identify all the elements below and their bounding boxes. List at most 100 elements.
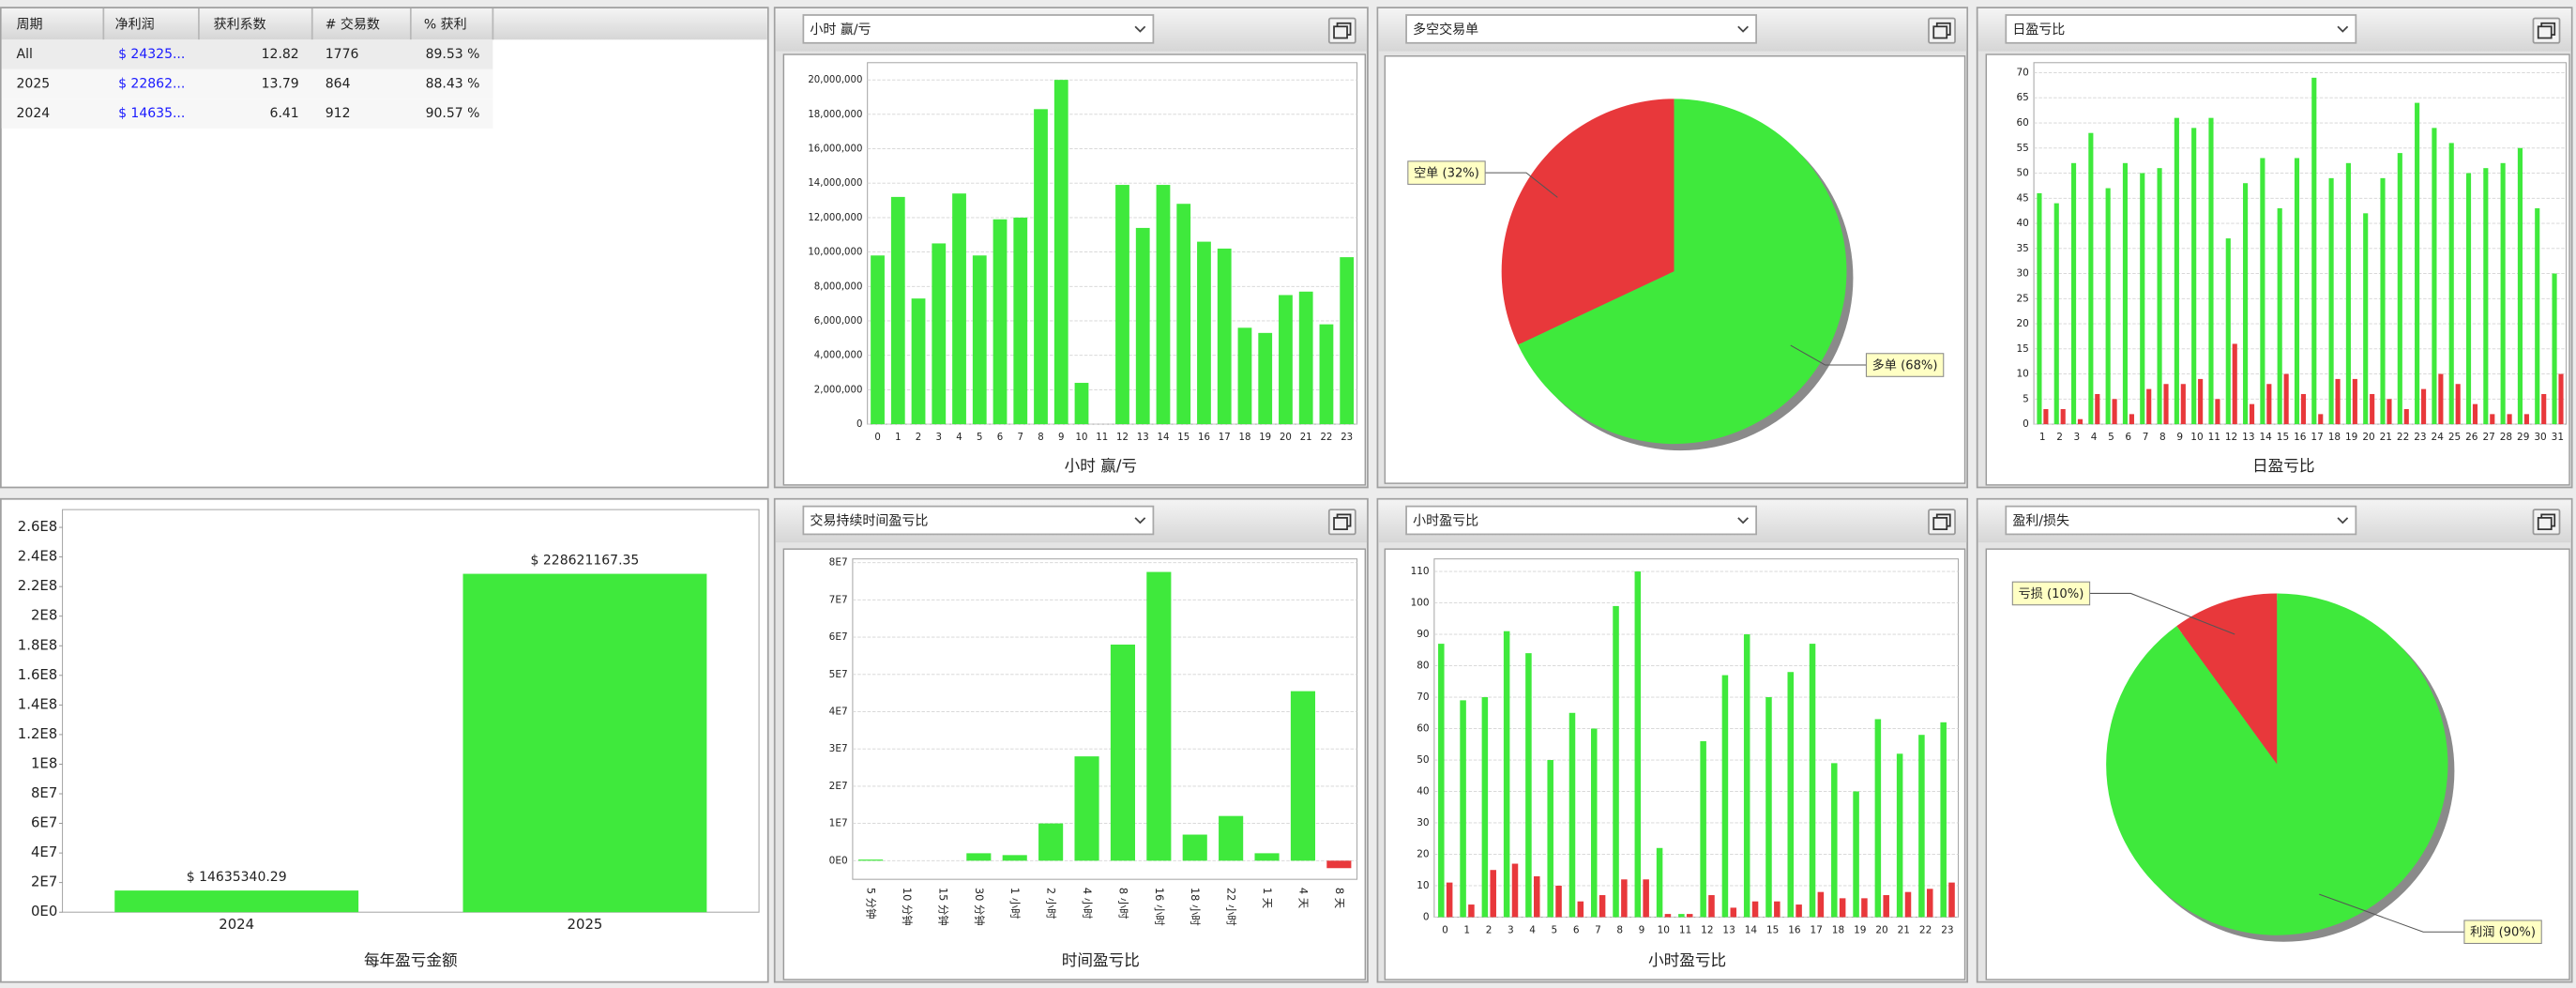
x-tick-label: 23 bbox=[2414, 432, 2426, 443]
chart-selector[interactable] bbox=[1405, 14, 1757, 44]
y-tick-label: 90 bbox=[1417, 629, 1429, 640]
bar bbox=[2328, 177, 2334, 425]
y-tick-label: 1E8 bbox=[31, 754, 57, 771]
x-tick-label: 1 天 bbox=[1261, 888, 1274, 908]
x-tick-label: 19 bbox=[1854, 924, 1866, 935]
x-tick-label: 8 小时 bbox=[1116, 888, 1129, 920]
x-tick-label: 16 小时 bbox=[1153, 888, 1166, 926]
bar bbox=[2345, 162, 2351, 425]
chart-selector-text[interactable]: 小时盈亏比 bbox=[1413, 513, 1478, 528]
bar bbox=[1940, 722, 1947, 918]
pie-label: 亏损 (10%) bbox=[2019, 586, 2084, 601]
bar bbox=[1577, 901, 1584, 918]
bar bbox=[114, 890, 359, 913]
x-tick-label: 11 bbox=[1096, 433, 1108, 443]
chart-selector[interactable] bbox=[2005, 14, 2357, 44]
bar bbox=[2415, 102, 2420, 425]
bar bbox=[1590, 728, 1598, 918]
dropdown-arrow[interactable] bbox=[1737, 25, 1749, 33]
table-row bbox=[1, 99, 493, 129]
bar bbox=[1918, 735, 1925, 918]
table-cell: 2025 bbox=[17, 77, 51, 92]
bar bbox=[1146, 571, 1172, 861]
bar bbox=[2318, 414, 2324, 425]
bar bbox=[1135, 227, 1150, 425]
chart-selector-text[interactable]: 小时 赢/亏 bbox=[810, 22, 871, 38]
expand-icon[interactable] bbox=[1333, 25, 1348, 39]
chart-selector-text[interactable]: 交易持续时间盈亏比 bbox=[810, 512, 928, 528]
bar bbox=[1861, 898, 1868, 918]
table-cell: 1776 bbox=[326, 47, 359, 62]
bar bbox=[1853, 791, 1859, 918]
x-tick-label: 1 bbox=[895, 433, 901, 443]
table-cell: 2024 bbox=[17, 106, 51, 121]
pie-slice bbox=[2176, 593, 2278, 765]
y-tick-label: 6E7 bbox=[829, 631, 848, 643]
expand-icon[interactable] bbox=[1932, 517, 1948, 531]
x-tick-label: 5 分钟 bbox=[865, 888, 878, 920]
x-tick-label: 15 bbox=[1766, 924, 1779, 935]
expand-icon[interactable] bbox=[2537, 517, 2553, 531]
bar bbox=[1774, 901, 1780, 918]
dropdown-arrow[interactable] bbox=[2337, 517, 2349, 524]
bar bbox=[1258, 332, 1273, 425]
dropdown-arrow[interactable] bbox=[1737, 517, 1749, 524]
x-tick-label: 22 bbox=[2397, 432, 2409, 443]
x-tick-label: 21 bbox=[1898, 924, 1910, 935]
bar bbox=[1446, 882, 1453, 918]
x-tick-label: 24 bbox=[2432, 432, 2445, 443]
bar bbox=[1197, 241, 1211, 425]
bar bbox=[1613, 605, 1619, 918]
bar bbox=[1817, 891, 1825, 918]
chart-selector[interactable] bbox=[802, 505, 1155, 536]
bar bbox=[1743, 634, 1750, 918]
bar bbox=[1254, 853, 1280, 861]
bar bbox=[2283, 373, 2289, 425]
bar bbox=[1678, 914, 1685, 918]
bar bbox=[1904, 891, 1912, 918]
expand-icon[interactable] bbox=[1333, 517, 1348, 531]
chart-selector-text[interactable]: 日盈亏比 bbox=[2012, 23, 2065, 38]
bar bbox=[871, 255, 885, 425]
pie-label: 多单 (68%) bbox=[1872, 357, 1938, 372]
x-tick-label: 6 bbox=[2125, 432, 2131, 443]
bar bbox=[2370, 393, 2375, 425]
bar bbox=[1547, 760, 1553, 918]
x-tick-label: 16 bbox=[1788, 924, 1801, 935]
bar bbox=[1468, 904, 1475, 918]
chart-selector[interactable] bbox=[2005, 505, 2357, 536]
dropdown-arrow[interactable] bbox=[2337, 25, 2349, 33]
bar bbox=[932, 243, 947, 425]
bar bbox=[2311, 77, 2317, 425]
chart-selector-text[interactable]: 盈利/损失 bbox=[2012, 513, 2069, 528]
chart-selector[interactable] bbox=[802, 14, 1155, 44]
x-tick-label: 15 分钟 bbox=[936, 888, 949, 926]
y-tick-label: 110 bbox=[1411, 566, 1430, 577]
bar bbox=[2174, 117, 2179, 425]
bar bbox=[2558, 373, 2564, 425]
bar bbox=[2208, 117, 2214, 425]
x-tick-label: 21 bbox=[2380, 432, 2392, 443]
y-tick-label: 60 bbox=[2016, 117, 2028, 129]
chart-selector[interactable] bbox=[1405, 505, 1757, 536]
expand-icon[interactable] bbox=[1932, 25, 1948, 39]
bar bbox=[1219, 815, 1244, 861]
expand-icon[interactable] bbox=[2537, 25, 2553, 39]
bar bbox=[1110, 645, 1135, 861]
bar bbox=[1290, 691, 1316, 861]
dropdown-arrow[interactable] bbox=[1134, 25, 1146, 33]
y-tick-label: 1.4E8 bbox=[18, 695, 58, 712]
bar bbox=[2535, 207, 2540, 425]
pie-label: 空单 (32%) bbox=[1414, 166, 1479, 181]
chart-selector-text[interactable]: 多空交易单 bbox=[1413, 22, 1478, 38]
x-tick-label: 5 bbox=[977, 433, 982, 443]
x-tick-label: 2 bbox=[1486, 924, 1493, 935]
y-tick-label: 4E7 bbox=[829, 706, 848, 717]
x-tick-label: 17 bbox=[2311, 432, 2323, 443]
dropdown-arrow[interactable] bbox=[1134, 517, 1146, 524]
y-tick-label: 18,000,000 bbox=[808, 110, 862, 120]
bar bbox=[2352, 378, 2357, 425]
pie-slice bbox=[1501, 99, 1674, 345]
axis-label: 日盈亏比 bbox=[2252, 457, 2314, 475]
bar bbox=[2277, 207, 2282, 425]
